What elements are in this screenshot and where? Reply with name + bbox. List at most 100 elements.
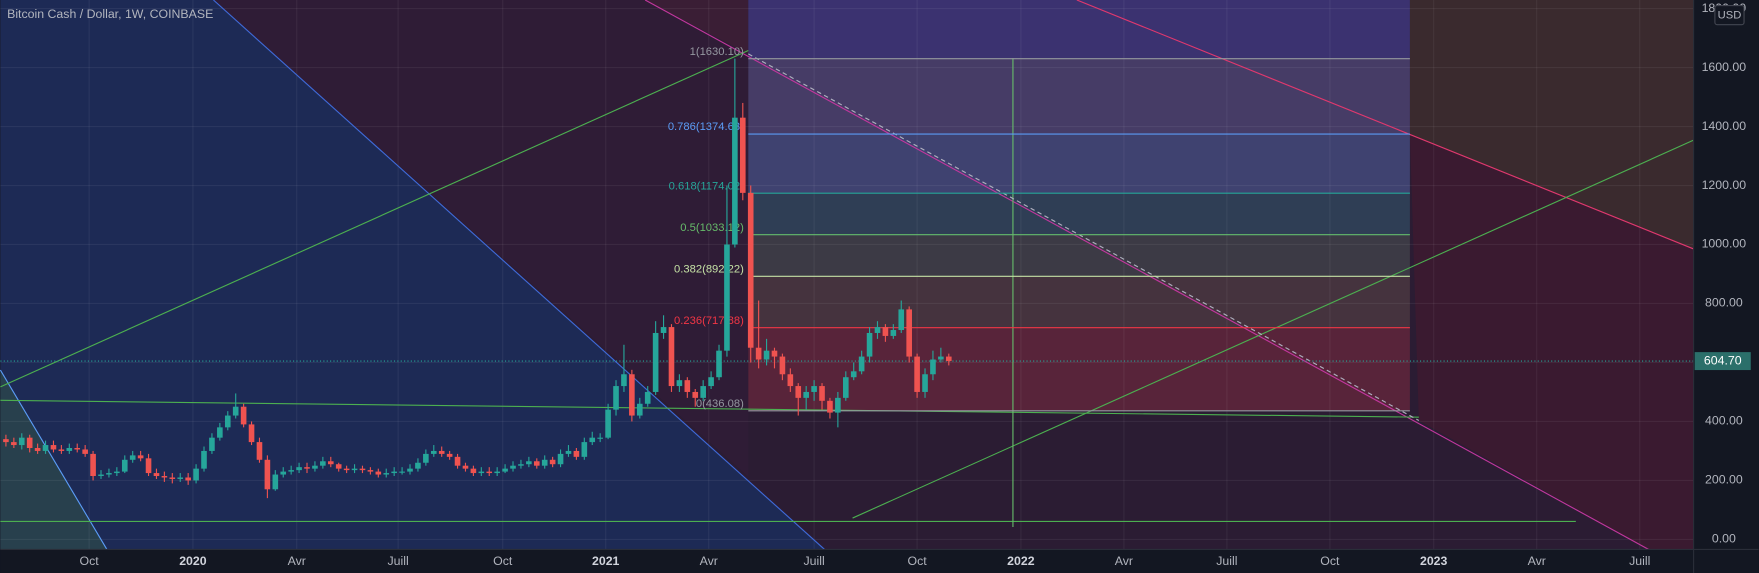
candle-body — [415, 462, 421, 469]
currency-box[interactable] — [1714, 5, 1745, 26]
candle-body — [423, 453, 429, 463]
y-tick-label: 400.00 — [1705, 414, 1743, 428]
candle-body — [66, 447, 73, 451]
candle-body — [700, 386, 706, 398]
candle-body — [938, 356, 944, 360]
candle-body — [621, 374, 627, 387]
candle-body — [34, 447, 41, 451]
candle-body — [898, 309, 905, 331]
fib-zone — [748, 328, 1410, 411]
candle-body — [240, 406, 247, 425]
region-maroon — [0, 0, 749, 477]
currency[interactable]: USD — [1718, 10, 1742, 22]
chart-title: Bitcoin Cash / Dollar, 1W, COINBASE — [7, 7, 213, 21]
x-tick-label: Juill — [388, 554, 409, 568]
candle-body — [597, 437, 603, 439]
candle-body — [533, 461, 540, 466]
candle-body — [526, 461, 532, 465]
candle-body — [407, 468, 413, 472]
candle-body — [605, 409, 611, 438]
candle-body — [399, 471, 405, 473]
candle-body — [375, 471, 382, 475]
candle-body — [819, 386, 825, 401]
x-tick-label: Avr — [1115, 554, 1133, 568]
trend-line — [0, 369, 108, 550]
candle-body — [280, 471, 287, 475]
candle-body — [708, 377, 714, 387]
candle-body — [161, 476, 168, 478]
candle-body — [930, 359, 936, 375]
candle-body — [692, 391, 699, 398]
x-tick-label: Oct — [80, 554, 100, 568]
candle-body — [739, 117, 746, 193]
candle-body — [121, 459, 128, 472]
candle-body — [755, 347, 762, 360]
candle-body — [922, 374, 928, 392]
x-tick-label: Juill — [1629, 554, 1650, 568]
candle-body — [351, 468, 358, 471]
candle-body — [288, 470, 294, 472]
x-tick-label: Juill — [1216, 554, 1237, 568]
candle-body — [486, 471, 493, 474]
candle-body — [446, 453, 453, 457]
candle-body — [145, 458, 152, 474]
candle-body — [272, 474, 279, 490]
candle-body — [541, 459, 548, 466]
fib-zone — [748, 235, 1410, 277]
candle-body — [90, 453, 96, 477]
y-tick-label: 1000.00 — [1702, 237, 1747, 251]
candle-body — [763, 350, 770, 360]
candle-body — [573, 450, 580, 457]
trend-line — [0, 399, 1419, 418]
candle-body — [565, 450, 572, 454]
candle-body — [106, 473, 112, 475]
region-red — [645, 0, 749, 54]
candle-body — [771, 350, 778, 357]
fib-level-label: 0.786(1374.63) — [668, 121, 744, 133]
candle-body — [256, 442, 263, 460]
candle-body — [438, 450, 445, 454]
candle-body — [74, 447, 81, 450]
candle-body — [629, 374, 635, 416]
region-blue — [0, 0, 825, 550]
candle-body — [747, 192, 754, 348]
candle-body — [312, 465, 318, 469]
x-tick-label: 2021 — [592, 554, 620, 568]
candle-body — [58, 449, 65, 451]
x-tick-label: Oct — [908, 554, 928, 568]
candle-body — [304, 467, 310, 469]
candle-body — [890, 330, 897, 336]
candle-body — [185, 477, 191, 481]
candle-body — [430, 450, 437, 454]
candle-body — [209, 437, 215, 451]
fib-zones — [748, 0, 1410, 411]
candle-body — [827, 400, 833, 413]
axes: 0.00200.00400.00600.00800.001000.001200.… — [80, 1, 1751, 568]
candle-body — [383, 473, 390, 475]
candle-body — [153, 473, 160, 477]
candle-body — [296, 467, 302, 471]
candle-body — [945, 356, 952, 362]
candle-body — [660, 327, 667, 333]
candle-body — [850, 371, 857, 378]
x-tick-label: Avr — [288, 554, 306, 568]
x-tick-label: 2022 — [1007, 554, 1035, 568]
fib-level-label: 0.618(1174.02) — [669, 180, 744, 192]
candle-body — [3, 439, 9, 443]
candle-body — [787, 374, 794, 387]
fib-level-label: 0.5(1033.12) — [680, 222, 744, 234]
trend-line — [748, 53, 1420, 421]
grid — [0, 0, 1694, 550]
region-dark-red — [1409, 134, 1694, 550]
last-price-box — [1694, 352, 1751, 371]
fib-level-label: 0(436.08) — [696, 398, 744, 410]
candle-body — [11, 442, 17, 446]
candle-body — [557, 453, 564, 465]
candle-body — [470, 468, 477, 474]
candle-body — [50, 445, 57, 450]
candle-body — [478, 471, 485, 474]
y-tick-label: 1600.00 — [1702, 60, 1747, 74]
y-tick-label: 1200.00 — [1702, 178, 1747, 192]
